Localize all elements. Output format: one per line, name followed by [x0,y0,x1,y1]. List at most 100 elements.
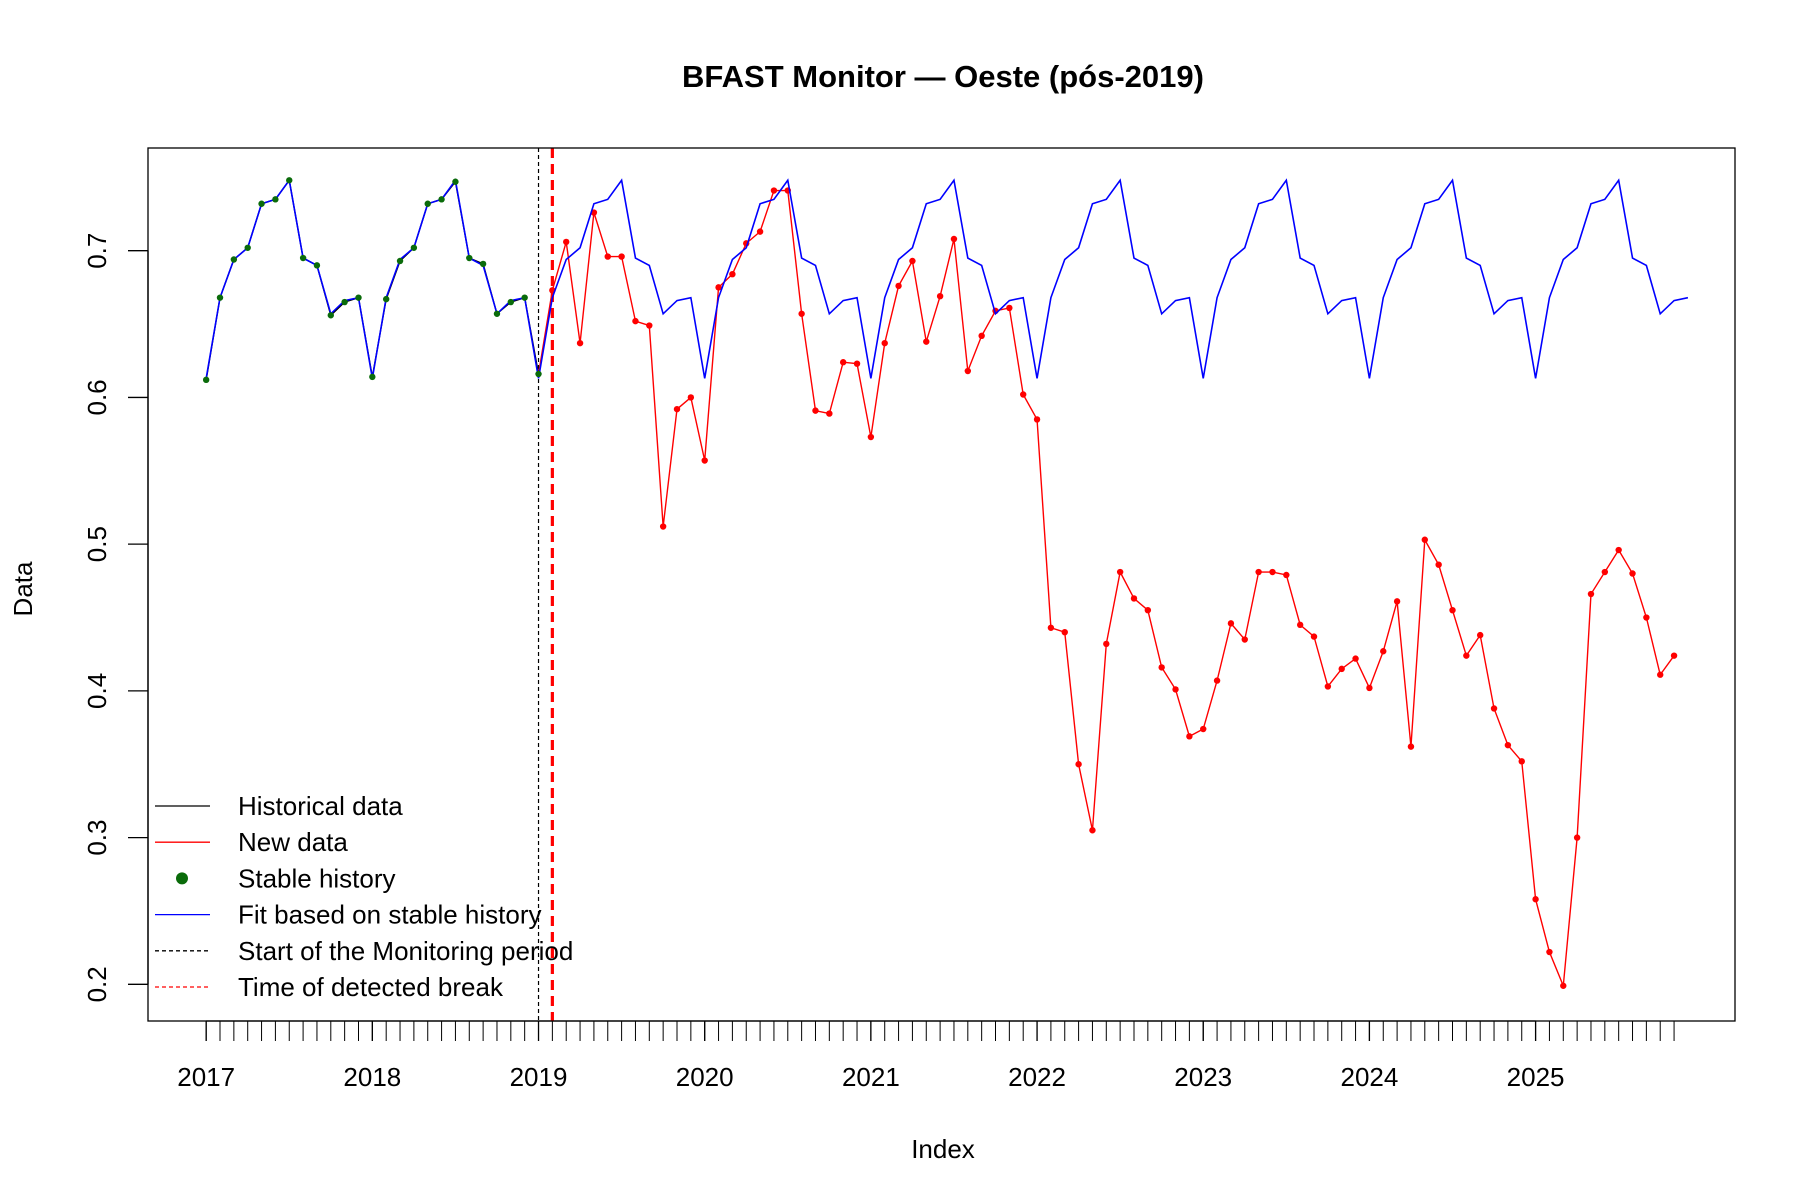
new-data-point [1449,606,1456,614]
stable-history-point [438,196,445,203]
stable-history-point [202,376,210,384]
legend-label: Historical data [238,791,403,821]
new-data-point [632,317,639,325]
stable-history-point [272,196,279,203]
new-data-point [659,523,667,530]
x-tick-label: 2025 [1507,1062,1565,1092]
stable-history-point [479,260,487,268]
new-data-point [1310,633,1318,640]
legend-label: Time of detected break [238,972,504,1002]
new-data-point [1227,620,1235,627]
new-data-point [1047,624,1055,631]
legend-label: Start of the Monitoring period [238,936,573,966]
new-data-point [563,238,570,246]
stable-history-point [327,312,334,319]
stable-history-point [493,310,501,317]
x-tick-label: 2024 [1340,1062,1398,1092]
stable-history-point [230,256,238,263]
new-data-point [1089,827,1096,834]
new-data-point [1213,677,1221,684]
new-data-point [1020,391,1027,398]
new-data-point [1601,568,1609,576]
stable-history-point [244,244,251,251]
new-data-point [1490,705,1498,712]
x-tick-label: 2017 [177,1062,235,1092]
new-data-point [853,360,861,367]
stable-history-point [299,254,307,262]
new-data-point [923,338,930,345]
new-data-point [1504,741,1512,749]
stable-history-point [382,295,390,303]
legend-label: Fit based on stable history [238,900,542,930]
x-tick-label: 2021 [842,1062,900,1092]
new-data-point [1435,561,1442,568]
legend-label: New data [238,827,348,857]
stable-history-point [521,294,528,301]
new-data-point [701,457,708,464]
new-data-point [1324,683,1332,690]
new-data-point [881,339,888,347]
new-data-point [1144,606,1152,614]
new-data-point [1006,304,1013,312]
new-data-point [1241,636,1248,643]
new-data-point [1075,761,1082,768]
new-data-point [1421,536,1429,543]
y-tick-label: 0.3 [82,820,112,856]
new-data-point [1546,948,1553,956]
new-data-point [1670,652,1678,659]
stable-history-point [355,294,362,301]
y-tick-label: 0.2 [82,966,112,1002]
plot-area [202,148,1689,1021]
stable-history-point [216,294,224,301]
new-data-point [1518,758,1525,765]
new-data-point [1255,568,1262,576]
stable-history-point [535,370,542,378]
new-data-point [1172,686,1179,693]
new-data-point [1116,568,1124,576]
new-data-point [1338,665,1345,673]
new-data-point [1103,640,1110,648]
new-data-point [715,284,722,291]
new-data-point [798,310,805,317]
new-data-point [618,253,625,260]
new-data-point [812,407,819,414]
stable-history-point [341,298,348,306]
chart-title: BFAST Monitor — Oeste (pós-2019) [682,59,1204,94]
new-data-point [1186,733,1193,740]
new-data-point [770,187,778,194]
new-data-point [826,410,833,417]
new-data-point [895,282,902,290]
new-data-point [909,257,916,265]
new-data-point [1158,664,1165,671]
new-data-point [1380,648,1387,655]
stable-history-point [507,298,515,306]
new-data-point [756,228,764,235]
new-data-point [978,332,985,340]
new-data-point [1587,590,1595,598]
stable-history-point [466,254,473,262]
y-axis-label: Data [8,561,38,616]
new-data-point [1643,614,1650,621]
plot-frame [147,147,1736,1022]
new-data-point [1573,834,1581,841]
new-data-point [1615,546,1622,554]
new-data-point [1476,631,1484,639]
new-data-point [1366,684,1373,692]
new-data-point [1629,570,1636,577]
new-data-point [964,367,972,375]
new-data-point [867,433,875,441]
stable-history-point [286,177,293,184]
x-tick-label: 2020 [676,1062,734,1092]
new-data-point [673,405,681,413]
stable-history-point [424,200,431,207]
new-data-point [1033,416,1041,423]
x-axis-label: Index [911,1134,975,1164]
stable-history-point [369,373,376,381]
new-data-point [1352,655,1359,662]
new-data-point [936,292,944,300]
new-data-point [1532,896,1539,903]
new-data-point [1407,743,1415,750]
new-data-point [950,235,958,243]
y-tick-label: 0.7 [82,233,112,269]
